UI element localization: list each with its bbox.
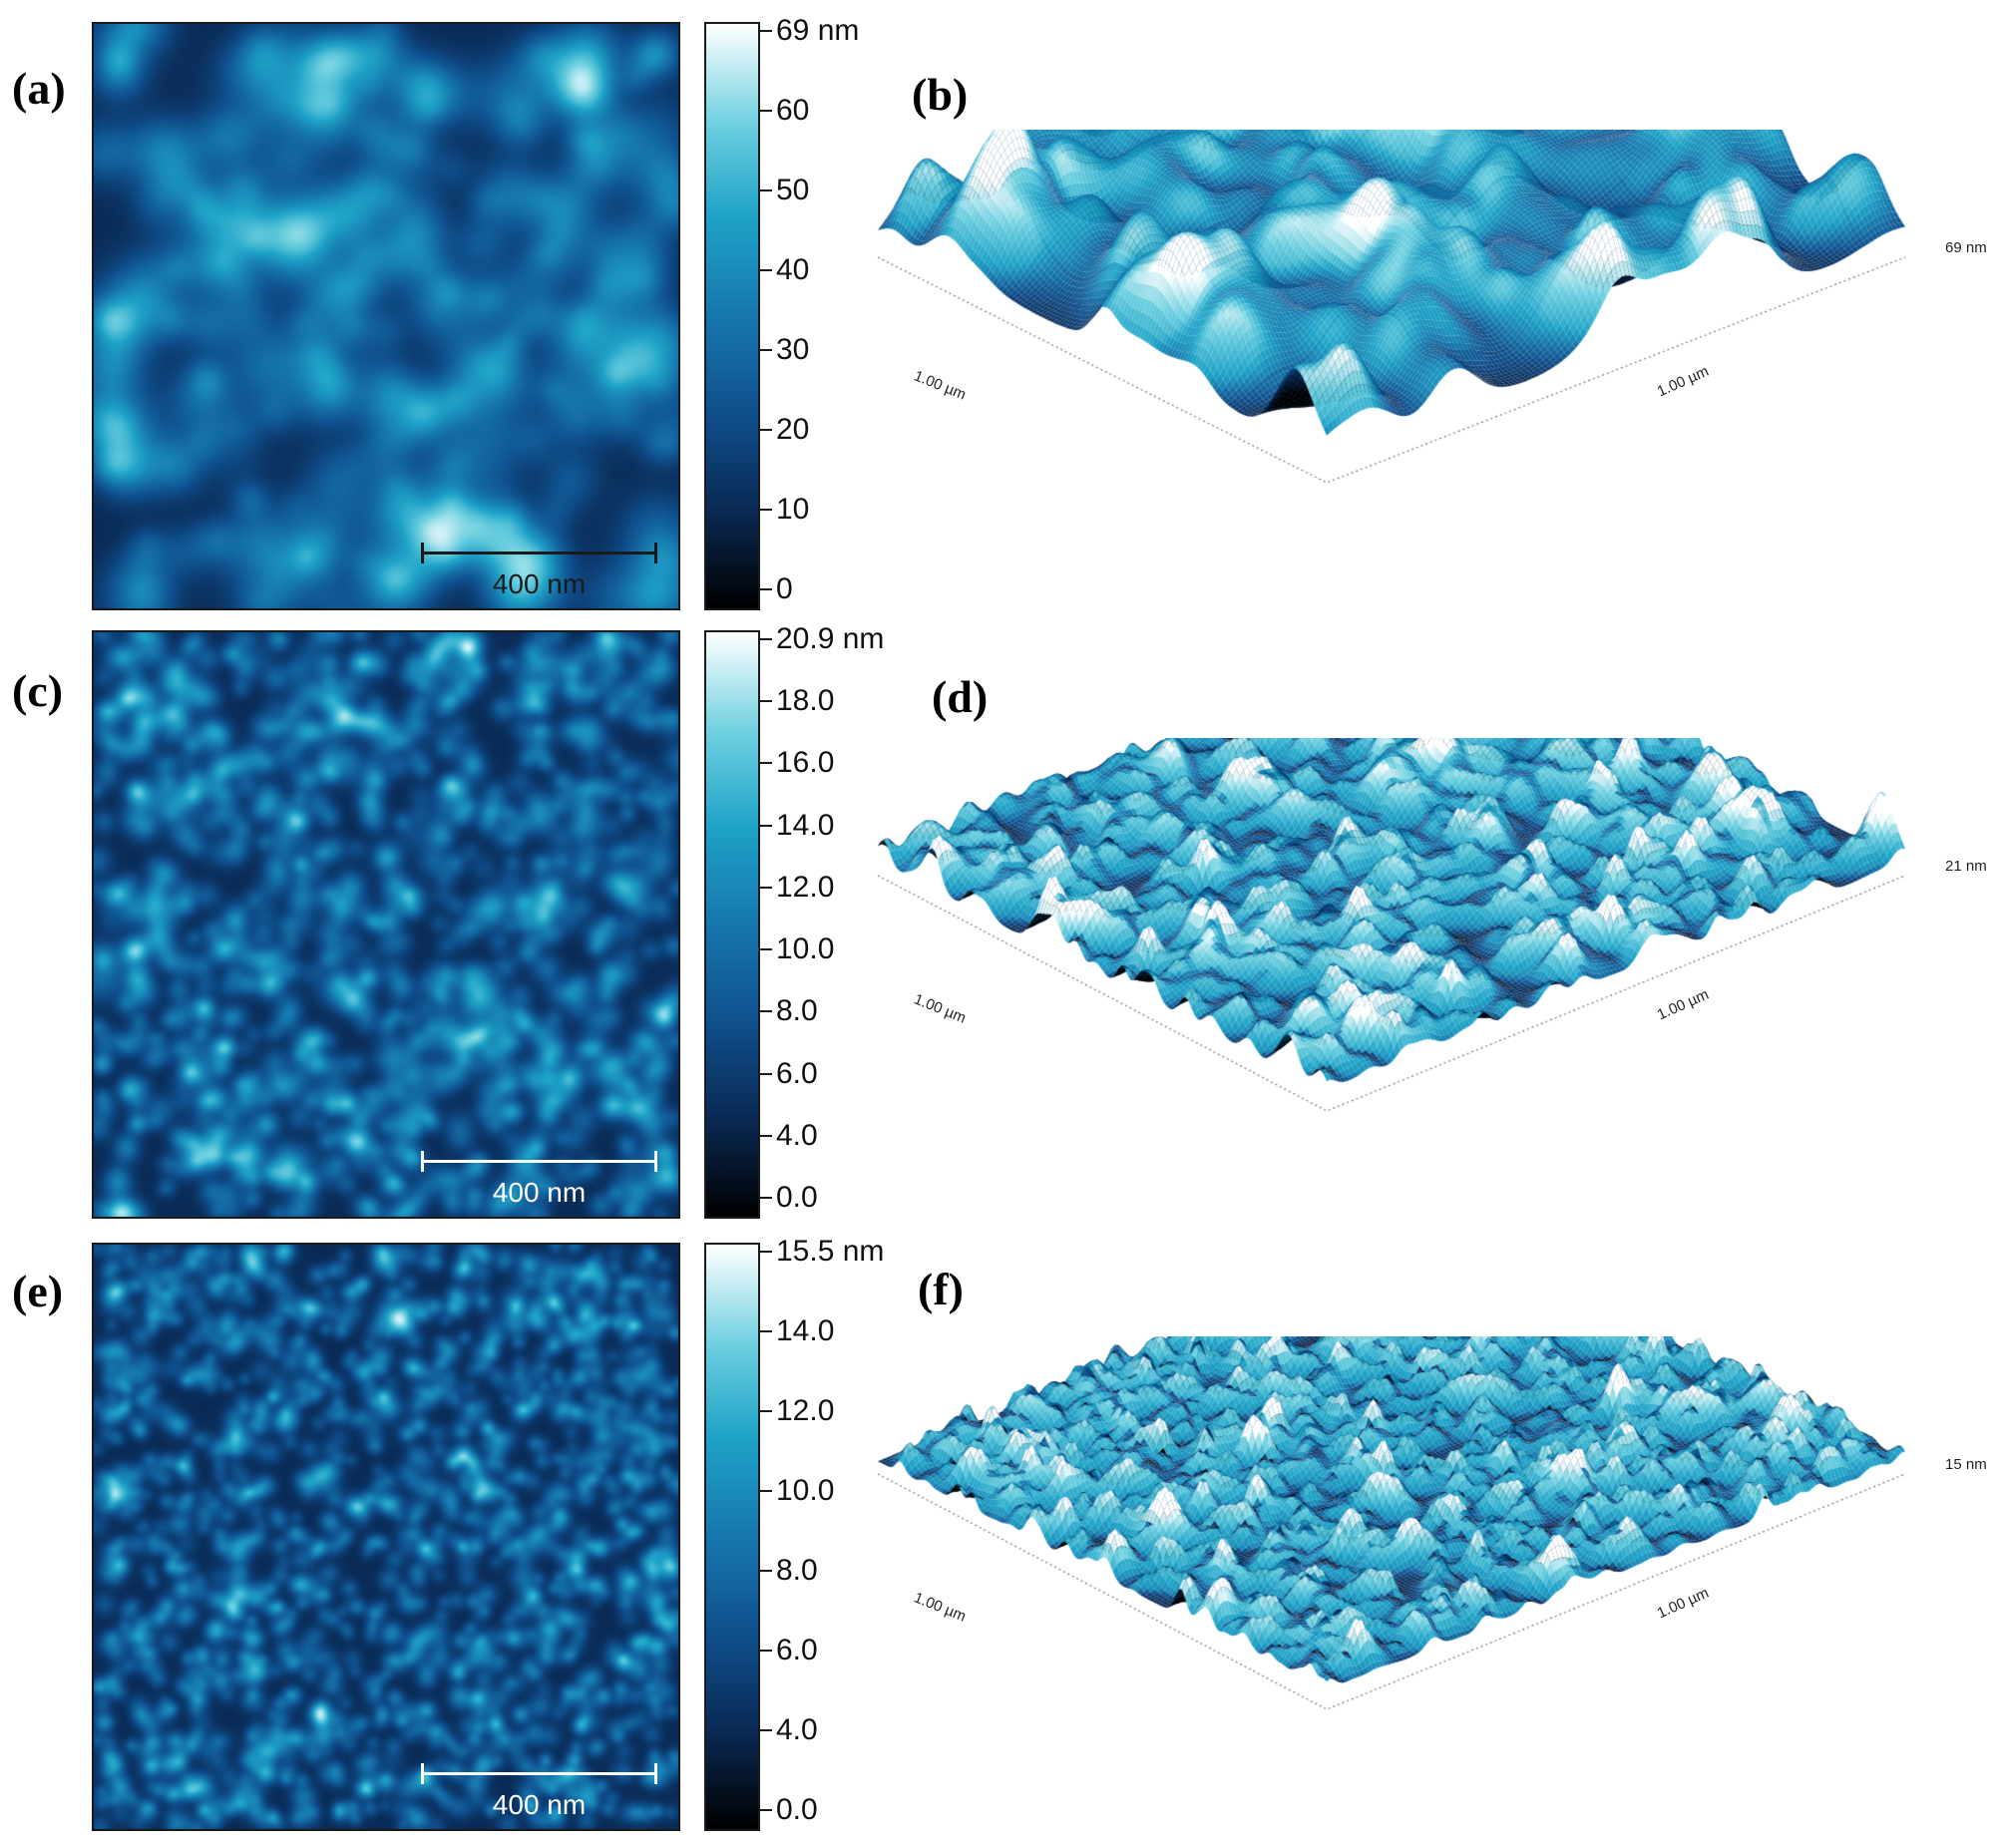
colorbar-tick-label: 10.0	[776, 932, 835, 966]
panel-c-label: (c)	[12, 665, 64, 716]
colorbar-tick	[760, 1570, 772, 1572]
scale-bar-line	[421, 1772, 657, 1775]
colorbar-tick-label: 30	[776, 333, 810, 366]
afm-height-map-c: 400 nm	[92, 630, 680, 1219]
panel-d-label: (d)	[932, 671, 989, 722]
colorbar-e	[704, 1243, 760, 1831]
colorbar-tick	[760, 1134, 772, 1137]
scale-bar-tick	[421, 1151, 424, 1172]
colorbar-tick-label: 69 nm	[776, 14, 860, 47]
colorbar-tick	[760, 429, 772, 431]
afm-3d-view-b: 1.00 µm 1.00 µm 69 nm	[848, 130, 1995, 549]
afm-3d-view-f: 1.00 µm 1.00 µm 15 nm	[848, 1336, 1995, 1735]
colorbar-ticks-c: 20.9 nm 18.0 16.0 14.0 12.0 10.0 8.0 6.0 4.0 0.0	[760, 624, 920, 1219]
colorbar-tick	[760, 189, 772, 191]
colorbar-tick-label: 0	[776, 572, 793, 605]
colorbar-c	[704, 630, 760, 1219]
scale-bar-label: 400 nm	[492, 1789, 587, 1820]
colorbar-tick	[760, 1251, 772, 1253]
scale-bar-tick	[421, 543, 424, 563]
scale-bar-tick	[654, 543, 657, 563]
colorbar-tick-label: 8.0	[776, 1554, 818, 1587]
colorbar-tick	[760, 1410, 772, 1412]
z-axis-label: 69 nm	[1945, 239, 1987, 256]
colorbar-tick	[760, 886, 772, 889]
afm-3d-view-d: 1.00 µm 1.00 µm 21 nm	[848, 738, 1995, 1137]
colorbar-tick-label: 20.9 nm	[776, 622, 885, 655]
scale-bar-label: 400 nm	[492, 568, 587, 599]
colorbar-tick	[760, 1490, 772, 1492]
colorbar-tick-label: 40	[776, 253, 810, 286]
colorbar-tick	[760, 1197, 772, 1199]
colorbar-tick-label: 15.5 nm	[776, 1235, 885, 1268]
scale-bar-a: 400 nm	[421, 543, 657, 599]
colorbar-tick-label: 50	[776, 174, 810, 206]
colorbar-tick-label: 0.0	[776, 1793, 818, 1826]
colorbar-tick	[760, 588, 772, 590]
colorbar-tick-label: 6.0	[776, 1056, 818, 1090]
afm-height-map-canvas	[94, 632, 678, 1217]
colorbar-tick-label: 20	[776, 413, 810, 446]
colorbar-tick-label: 4.0	[776, 1713, 818, 1746]
colorbar-tick	[760, 1072, 772, 1075]
colorbar-tick	[760, 1809, 772, 1811]
colorbar-tick-label: 12.0	[776, 870, 835, 904]
panel-e-label: (e)	[12, 1266, 64, 1316]
colorbar-tick-label: 10	[776, 493, 810, 526]
colorbar-tick	[760, 349, 772, 351]
colorbar-tick	[760, 700, 772, 703]
afm-height-map-e: 400 nm	[92, 1243, 680, 1831]
colorbar-ticks-a: 69 nm 60 50 40 30 20 10 0	[760, 16, 920, 610]
colorbar-tick-label: 0.0	[776, 1181, 818, 1214]
afm-3d-surface-canvas	[848, 1336, 1995, 1735]
colorbar-tick-label: 6.0	[776, 1634, 818, 1666]
afm-height-map-canvas	[94, 1245, 678, 1829]
colorbar-tick	[760, 1330, 772, 1332]
colorbar-tick-label: 8.0	[776, 994, 818, 1028]
afm-height-map-a: 400 nm	[92, 22, 680, 610]
colorbar-tick	[760, 269, 772, 271]
scale-bar-c: 400 nm	[421, 1151, 657, 1208]
colorbar-tick-label: 18.0	[776, 684, 835, 718]
colorbar-tick	[760, 1729, 772, 1731]
colorbar-tick	[760, 1010, 772, 1013]
scale-bar-line	[421, 552, 657, 554]
colorbar-tick-label: 14.0	[776, 1314, 835, 1347]
colorbar-tick-label: 10.0	[776, 1474, 835, 1507]
colorbar-tick-label: 4.0	[776, 1118, 818, 1152]
colorbar-tick-label: 16.0	[776, 746, 835, 780]
colorbar-a	[704, 22, 760, 610]
colorbar-tick	[760, 762, 772, 765]
colorbar-tick-label: 14.0	[776, 808, 835, 842]
colorbar-tick	[760, 824, 772, 827]
colorbar-tick	[760, 509, 772, 511]
colorbar-tick	[760, 110, 772, 112]
afm-height-map-canvas	[94, 24, 678, 608]
z-axis-label: 15 nm	[1945, 1456, 1987, 1473]
panel-a-label: (a)	[12, 63, 66, 114]
colorbar-tick-label: 12.0	[776, 1394, 835, 1427]
z-axis-label: 21 nm	[1945, 858, 1987, 875]
colorbar-ticks-e: 15.5 nm 14.0 12.0 10.0 8.0 6.0 4.0 0.0	[760, 1237, 920, 1831]
scale-bar-label: 400 nm	[492, 1177, 587, 1208]
scale-bar-e: 400 nm	[421, 1763, 657, 1820]
colorbar-tick	[760, 638, 772, 640]
colorbar-tick	[760, 30, 772, 32]
colorbar-tick	[760, 1650, 772, 1652]
scale-bar-tick	[421, 1763, 424, 1784]
afm-3d-surface-canvas	[848, 738, 1995, 1137]
panel-b-label: (b)	[912, 69, 969, 120]
scale-bar-tick	[654, 1763, 657, 1784]
scale-bar-line	[421, 1160, 657, 1163]
colorbar-tick-label: 60	[776, 94, 810, 127]
colorbar-tick	[760, 948, 772, 951]
panel-f-label: (f)	[918, 1264, 964, 1314]
afm-3d-surface-canvas	[848, 130, 1995, 549]
scale-bar-tick	[654, 1151, 657, 1172]
